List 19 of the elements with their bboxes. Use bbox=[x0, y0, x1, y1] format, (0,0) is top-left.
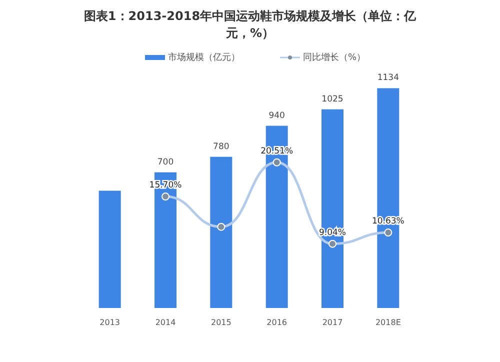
legend-label: 同比增长（%） bbox=[303, 52, 366, 63]
x-tick-label: 2017 bbox=[322, 318, 343, 327]
data-label: 700 bbox=[157, 157, 174, 168]
x-tick-label: 2016 bbox=[266, 318, 288, 327]
chart-title: 图表1：2013-2018年中国运动鞋市场规模及增长（单位：亿元，%） bbox=[84, 9, 418, 40]
x-tick-label: 2013 bbox=[100, 318, 120, 327]
bar bbox=[210, 156, 232, 308]
data-label: 1025 bbox=[322, 94, 344, 104]
bar bbox=[322, 109, 344, 308]
x-tick-label: 2014 bbox=[155, 318, 176, 327]
x-tick-label: 2015 bbox=[210, 318, 232, 327]
data-label: 780 bbox=[213, 142, 230, 152]
legend-同比增长（%）: 同比增长（%） bbox=[280, 53, 366, 63]
data-label: 1134 bbox=[377, 73, 399, 84]
bar bbox=[98, 190, 121, 308]
data-label: 940 bbox=[268, 110, 285, 121]
legend-市场规模（亿元）: 市场规模（亿元） bbox=[145, 53, 240, 63]
legend-label: 市场规模（亿元） bbox=[168, 52, 240, 63]
x-tick-label: 2018E bbox=[375, 318, 401, 327]
